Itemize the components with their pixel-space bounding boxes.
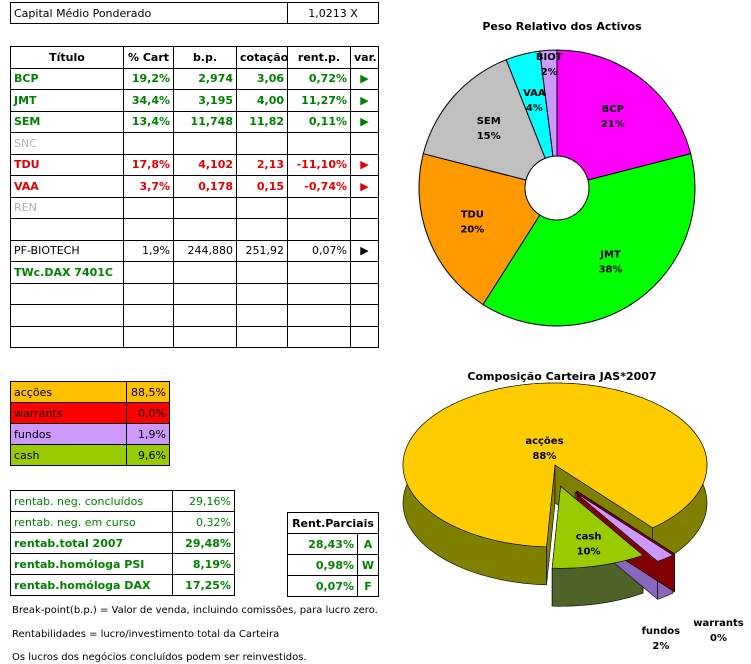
row: VAA 3,7% 0,178 0,15 -0,74% ▶: [10, 175, 379, 198]
slice-value: 21%: [601, 119, 625, 130]
cell: 0,11%: [287, 110, 351, 133]
row: [10, 282, 379, 305]
cell: 0,07%: [287, 575, 358, 597]
row: SEM 13,4% 11,748 11,82 0,11% ▶: [10, 110, 379, 133]
slice-value: 88%: [532, 451, 556, 462]
slice-value: 10%: [577, 546, 601, 557]
cell: 34,4%: [123, 89, 174, 112]
cell: rentab.homóloga DAX: [10, 574, 173, 596]
slice: [556, 49, 692, 181]
slice-label: SEM: [477, 116, 501, 127]
row: TWc.DAX 7401C: [10, 261, 379, 284]
slice: [576, 490, 675, 555]
slice-label: TDU: [461, 210, 484, 221]
row: [10, 325, 379, 348]
column-header: var.: [350, 46, 379, 69]
slice-label: BCP: [602, 104, 624, 115]
column-header: Título: [10, 46, 124, 69]
cell: 0,72%: [287, 67, 351, 90]
slice-label: BIOT: [536, 52, 563, 63]
cell: 11,748: [173, 110, 237, 133]
cell: 251,92: [236, 239, 288, 262]
cell: ▶: [350, 89, 379, 112]
slice: [574, 492, 674, 562]
cell: 11,82: [236, 110, 288, 133]
cell: cash: [10, 444, 127, 466]
cell: 8,19%: [172, 553, 235, 575]
slice: [539, 49, 558, 157]
slice-value: 2%: [541, 67, 558, 78]
positions-table: Título % Cart b.p. cotação rent.p. var. …: [10, 46, 379, 348]
row: JMT 34,4% 3,195 4,00 11,27% ▶: [10, 89, 379, 112]
cell: 0,32%: [172, 511, 235, 533]
cell: 3,06: [236, 67, 288, 90]
slice-label: VAA: [523, 88, 546, 99]
cell: 28,43%: [287, 533, 358, 555]
slice-value: 0%: [710, 633, 727, 644]
column-header: % Cart: [123, 46, 174, 69]
header-table: Capital Médio Ponderado 1,0213 X: [10, 2, 379, 24]
slice-value: 4%: [526, 103, 543, 114]
row: SNC: [10, 132, 379, 155]
cell: 1,9%: [126, 423, 170, 445]
slice-label: warrants: [693, 618, 743, 629]
cell: 3,195: [173, 89, 237, 112]
note: Rentabilidades = lucro/investimento tota…: [12, 629, 280, 640]
cell: 17,25%: [172, 574, 235, 596]
cell: 19,2%: [123, 67, 174, 90]
cell: [350, 325, 379, 348]
column-header: rent.p.: [287, 46, 351, 69]
cell: SEM: [10, 110, 124, 133]
slice: [422, 59, 546, 181]
header-value: 1,0213 X: [287, 2, 379, 24]
row: PF-BIOTECH 1,9% 244,880 251,92 0,07% ▶: [10, 239, 379, 262]
cell: 0,15: [236, 175, 288, 198]
header-label: Capital Médio Ponderado: [10, 2, 288, 24]
cell: 1,9%: [123, 239, 174, 262]
note: Break-point(b.p.) = Valor de venda, incl…: [12, 605, 378, 616]
slice-label: acções: [525, 436, 563, 447]
slice-value: 38%: [599, 265, 623, 276]
cell: 244,880: [173, 239, 237, 262]
slice-value: 15%: [477, 131, 501, 142]
returns-table: rentab. neg. concluídos 29,16% rentab. ne…: [10, 490, 235, 596]
cell: 9,6%: [126, 444, 170, 466]
chart-title: Composição Carteira JAS*2007: [467, 370, 656, 383]
cell: 0,07%: [287, 239, 351, 262]
column-header: cotação: [236, 46, 288, 69]
row: BCP 19,2% 2,974 3,06 0,72% ▶: [10, 67, 379, 90]
cell: 11,27%: [287, 89, 351, 112]
slice: [551, 485, 644, 569]
slice-value: 20%: [460, 225, 484, 236]
allocation-table: acções 88,5% warrants 0,0% fundos 1,9% cash…: [10, 381, 170, 466]
slice: [482, 153, 696, 327]
partials-title: Rent.Parciais: [287, 512, 379, 534]
cell: rentab. neg. concluídos: [10, 490, 173, 512]
slice-label: fundos: [642, 626, 681, 637]
partials-table: Rent.Parciais 28,43% A 0,98% W 0,07% F: [287, 512, 379, 597]
cell: 4,00: [236, 89, 288, 112]
slice: [418, 153, 541, 306]
cell: TWc.DAX 7401C: [10, 261, 124, 284]
note: Os lucros dos negócios concluídos podem …: [12, 652, 307, 663]
cell: 2,974: [173, 67, 237, 90]
cell: ▶: [350, 153, 379, 176]
slice-value: 2%: [652, 641, 669, 652]
cell: JMT: [10, 89, 124, 112]
chart-title: Peso Relativo dos Activos: [482, 20, 642, 33]
cell: F: [357, 575, 379, 597]
column-header: b.p.: [173, 46, 237, 69]
slice-label: JMT: [599, 250, 621, 261]
slice: [402, 382, 708, 548]
cell: ▶: [350, 67, 379, 90]
slice-label: cash: [576, 531, 602, 542]
